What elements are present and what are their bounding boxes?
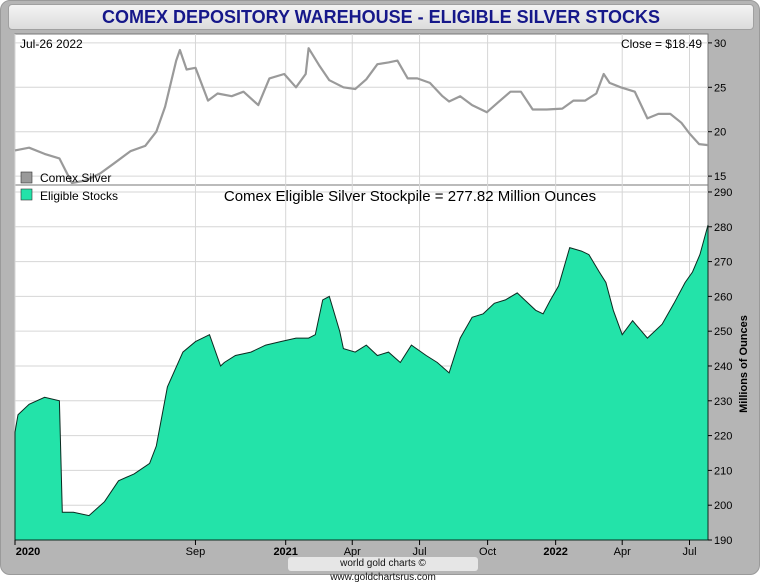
credit-footer: world gold charts © www.goldchartsrus.co…	[288, 557, 478, 583]
xtick-label-8: Jul	[682, 546, 696, 558]
bottom-ytick-label-10: 290	[714, 187, 732, 199]
chart-title: COMEX DEPOSITORY WAREHOUSE - ELIGIBLE SI…	[101, 7, 661, 27]
legend-swatch-stocks	[20, 188, 33, 201]
chart-title-bar: COMEX DEPOSITORY WAREHOUSE - ELIGIBLE SI…	[8, 4, 754, 30]
stockpile-title: Comex Eligible Silver Stockpile = 277.82…	[224, 188, 596, 205]
y-axis-label: Millions of Ounces	[738, 315, 750, 413]
top-ytick-label-2: 25	[714, 82, 726, 94]
top-panel-background	[14, 33, 709, 186]
xtick-label-5: Oct	[479, 546, 496, 558]
date-label: Jul-26 2022	[20, 37, 83, 51]
eligible-stocks-area	[14, 224, 709, 541]
bottom-ytick-label-6: 250	[714, 326, 732, 338]
bottom-ytick-label-0: 190	[714, 535, 732, 547]
close-label: Close = $18.49	[621, 37, 702, 51]
xtick-label-1: Sep	[186, 546, 206, 558]
top-ytick-label-0: 15	[714, 171, 726, 183]
bottom-ytick-label-1: 200	[714, 500, 732, 512]
bottom-ytick-label-5: 240	[714, 361, 732, 373]
bottom-y-axis: 190 200 210 220 230 240 250 260 270 280 290	[708, 187, 732, 547]
legend-swatch-silver	[20, 171, 33, 184]
credit-text: world gold charts © www.goldchartsrus.co…	[330, 558, 436, 583]
xtick-label-6: 2022	[543, 546, 567, 558]
xtick-label-4: Jul	[413, 546, 427, 558]
xtick-label-7: Apr	[614, 546, 631, 558]
x-axis: 2020 Sep 2021 Apr Jul Oct 2022 Apr Jul	[14, 540, 697, 558]
legend-label-silver: Comex Silver	[40, 171, 111, 185]
bottom-ytick-label-4: 230	[714, 396, 732, 408]
eligible-stocks-series	[14, 224, 709, 541]
legend-label-stocks: Eligible Stocks	[40, 189, 118, 203]
top-ytick-label-3: 30	[714, 38, 726, 50]
xtick-label-2: 2021	[273, 546, 297, 558]
xtick-label-0: 2020	[16, 546, 40, 558]
bottom-ytick-label-3: 220	[714, 431, 732, 443]
bottom-ytick-label-9: 280	[714, 222, 732, 234]
bottom-ytick-label-7: 260	[714, 291, 732, 303]
xtick-label-3: Apr	[344, 546, 361, 558]
silver-price-series	[14, 47, 709, 185]
silver-price-line	[14, 47, 709, 185]
top-ytick-label-1: 20	[714, 127, 726, 139]
top-y-axis: 15 20 25 30	[708, 38, 726, 183]
top-panel-grid	[14, 34, 708, 185]
bottom-ytick-label-8: 270	[714, 257, 732, 269]
bottom-ytick-label-2: 210	[714, 465, 732, 477]
